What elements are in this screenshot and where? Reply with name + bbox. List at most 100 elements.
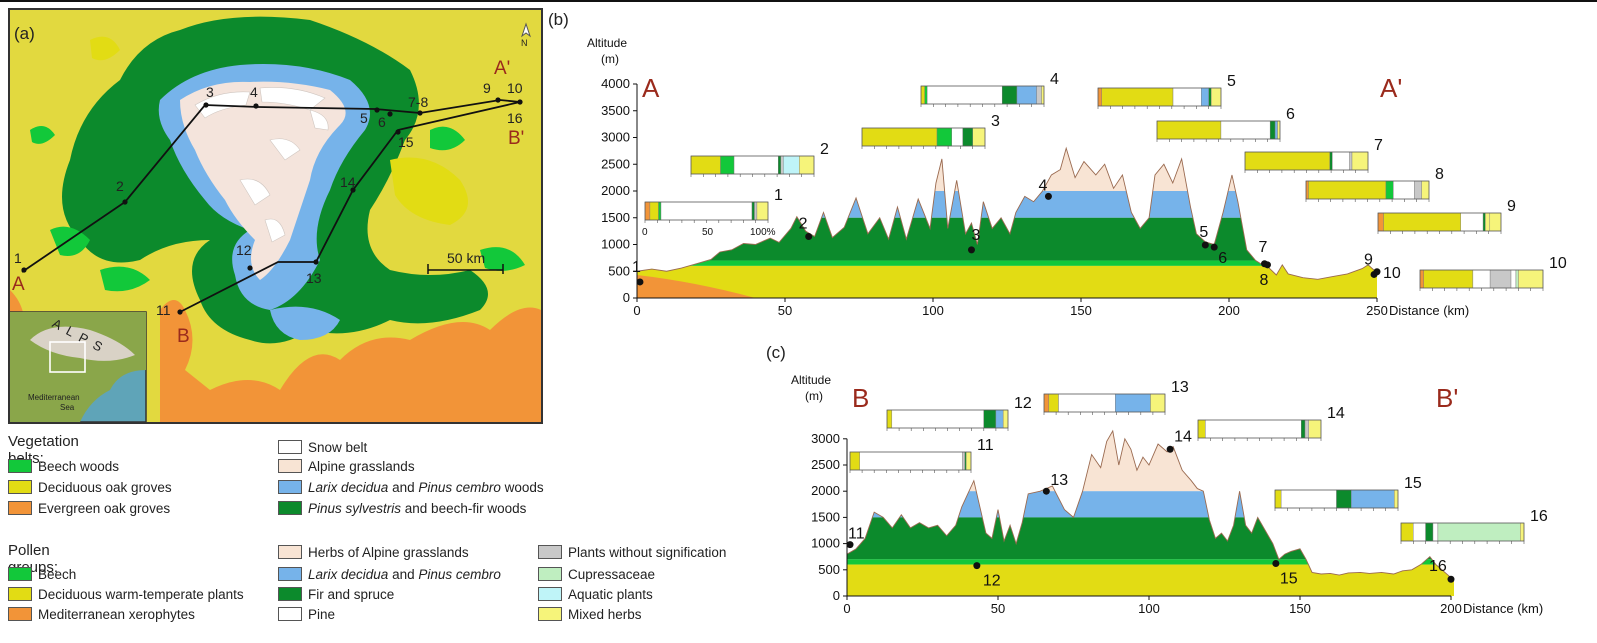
pollen-segment-pinus_sylvestris — [1425, 522, 1434, 542]
site-label-12: 12 — [983, 573, 1001, 590]
pollen-bar-label-5: 5 — [1227, 73, 1236, 90]
map-site-7-8 — [417, 110, 423, 116]
legend-pollen-no-signification: Plants without signification — [538, 544, 726, 560]
pollen-beech-swatch — [8, 567, 32, 581]
map-site-1 — [21, 267, 27, 273]
pollen-segment-plants_without_signification — [1349, 151, 1353, 171]
profile-start-letter: B — [852, 383, 869, 413]
pollen-bar-1 — [644, 201, 769, 223]
pollen-bar-14 — [1197, 419, 1322, 441]
legend-pollen-beech: Beech — [8, 566, 76, 582]
legend-pollen-mediterranean: Mediterranean xerophytes — [8, 606, 195, 622]
map-label-13: 13 — [306, 270, 322, 286]
pct-axis-100: 100% — [750, 227, 776, 238]
pollen-segment-plants_without_signification — [1414, 180, 1422, 200]
pollen-segment-deciduous_oak — [1308, 180, 1387, 200]
pollen-bar-label-13: 13 — [1171, 379, 1189, 396]
map-site-12 — [247, 265, 253, 271]
pollen-segment-mixed_herbs — [1351, 151, 1369, 171]
inset-map — [10, 311, 147, 422]
beech-band — [637, 260, 1377, 266]
pollen-segment-pine — [1332, 151, 1350, 171]
pollen-segment-beech — [720, 155, 735, 175]
pollen-bar-label-9: 9 — [1507, 198, 1516, 215]
map-label-16: 16 — [507, 110, 523, 126]
site-label-1: 1 — [632, 259, 641, 276]
pollen-segment-deciduous_oak — [861, 127, 938, 147]
y-tick-label: 500 — [608, 263, 630, 278]
pollen-segment-deciduous_oak — [886, 409, 893, 429]
legend-evergreen-oak: Evergreen oak groves — [8, 500, 170, 516]
pollen-segment-cupressaceae — [1437, 522, 1521, 542]
pollen-bar-label-7: 7 — [1374, 137, 1383, 154]
pollen-segment-deciduous_oak — [1197, 419, 1206, 439]
map-site-13 — [313, 259, 319, 265]
panel-label-a: (a) — [14, 24, 35, 43]
y-tick-label: 1000 — [811, 536, 840, 551]
pollen-bar-13 — [1043, 393, 1166, 415]
pollen-segment-mixed_herbs — [1041, 85, 1045, 105]
site-label-3: 3 — [971, 227, 980, 244]
site-dot-5 — [1201, 241, 1209, 249]
alpine-band — [847, 430, 1455, 492]
pollen-segment-pine — [1460, 212, 1484, 232]
y-tick-label: 500 — [818, 562, 840, 577]
pollen-alpine-herbs-swatch — [278, 545, 302, 559]
legend-pollen-cupressaceae: Cupressaceae — [538, 566, 655, 582]
site-label-13: 13 — [1050, 472, 1068, 489]
alpine-grassland-area — [180, 81, 346, 281]
terrain-outline — [846, 429, 1455, 581]
evergreen-oak-swatch — [8, 501, 32, 515]
map-label-11: 11 — [156, 302, 171, 318]
alpine-grasslands-swatch — [278, 459, 302, 473]
pollen-segment-evergreen_oak — [1305, 180, 1309, 200]
map-letter-a-prime: A' — [494, 58, 511, 79]
pollen-segment-pinus_sylvestris — [1329, 151, 1333, 171]
vegetation-map: N 50 km A L P S Mediterranean Sea A A' B… — [8, 8, 543, 424]
pollen-segment-pine — [1413, 522, 1426, 542]
beech-woods-swatch — [8, 459, 32, 473]
legend-alpine-grasslands: Alpine grasslands — [278, 458, 415, 474]
pollen-bar-label-2: 2 — [820, 141, 829, 158]
profile-end-letter: B' — [1436, 383, 1458, 413]
panel-label-b: (b) — [548, 10, 569, 29]
pollen-segment-pine — [1510, 269, 1517, 289]
map-site-14 — [350, 187, 356, 193]
pollen-segment-pine — [1280, 489, 1337, 509]
legend-pinus-woods: Pinus sylvestris and beech-fir woods — [278, 500, 526, 516]
pollen-segment-beech — [658, 201, 662, 221]
legend-pollen-larix: Larix decidua and Pinus cembro — [278, 566, 501, 582]
site-label-6: 6 — [1218, 250, 1227, 267]
legend-deciduous-oak: Deciduous oak groves — [8, 479, 172, 495]
map-letter-b: B — [177, 326, 190, 347]
pollen-segment-pinus_sylvestris — [778, 155, 781, 175]
legend-pollen-deciduous: Deciduous warm-temperate plants — [8, 586, 244, 602]
pollen-segment-mixed_herbs — [1002, 409, 1009, 429]
pollen-segment-plants_without_signification — [1489, 269, 1512, 289]
pollen-segment-plants_without_signification — [962, 451, 966, 471]
map-site-6 — [387, 111, 393, 117]
map-site-4 — [253, 103, 259, 109]
map-label-9: 9 — [483, 80, 491, 96]
pollen-segment-beech — [1385, 180, 1394, 200]
map-label-14: 14 — [340, 174, 356, 190]
pollen-bar-4 — [920, 85, 1045, 107]
site-label-9: 9 — [1364, 251, 1373, 268]
y-tick-label: 1000 — [601, 237, 630, 252]
top-rule — [0, 0, 1597, 2]
pollen-segment-mixed_herbs — [1210, 87, 1222, 107]
pollen-segment-pine — [733, 155, 779, 175]
pollen-bar-10 — [1419, 269, 1544, 291]
north-arrow-icon — [521, 22, 531, 38]
pollen-segment-mixed_herbs — [972, 127, 986, 147]
pollen-segment-pine — [1393, 180, 1415, 200]
pollen-segment-plants_without_signification — [754, 201, 758, 221]
pollen-segment-plants_without_signification — [780, 155, 784, 175]
pollen-bar-label-8: 8 — [1435, 166, 1444, 183]
pollen-segment-larix — [1274, 120, 1278, 140]
pollen-segment-evergreen_oak — [1097, 87, 1102, 107]
pollen-segment-mixed_herbs — [965, 451, 972, 471]
map-label-6: 6 — [378, 114, 386, 130]
pollen-segment-beech — [936, 127, 952, 147]
pollen-segment-mixed_herbs — [1150, 393, 1166, 413]
